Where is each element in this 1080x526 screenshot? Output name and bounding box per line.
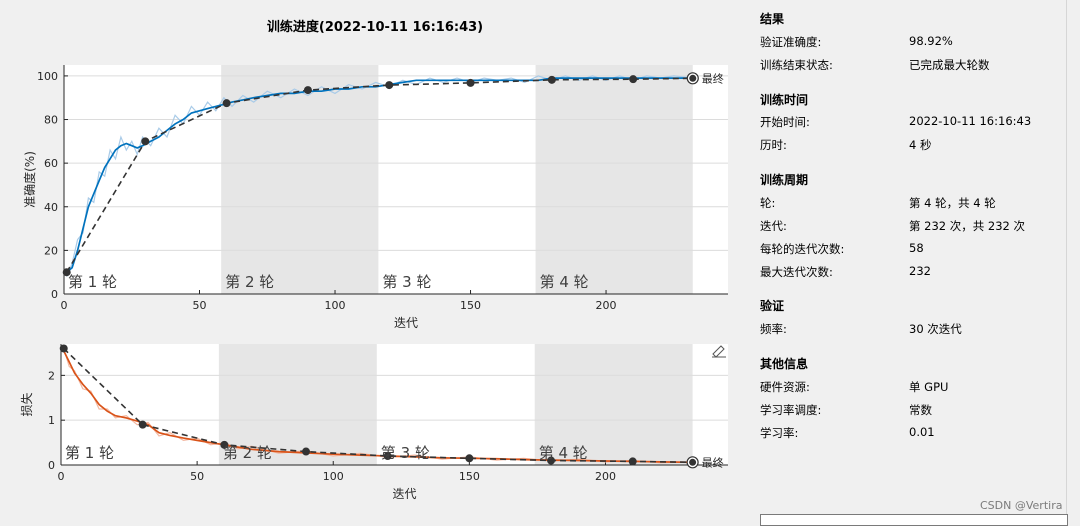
loss-x-tick-label: 0	[58, 470, 65, 483]
loss-validation-point	[138, 420, 147, 429]
hw-label: 硬件资源:	[760, 380, 810, 394]
max-iter-value: 232	[909, 264, 931, 278]
hw-value: 单 GPU	[909, 380, 949, 394]
loss-epoch-band	[218, 344, 377, 465]
lr-label: 学习率:	[760, 426, 799, 440]
acc-validation-point	[385, 81, 394, 90]
elapsed-label: 历时:	[760, 138, 787, 152]
loss-x-axis-label: 迭代	[392, 487, 416, 501]
loss-y-tick-label: 0	[48, 459, 55, 472]
acc-validation-point	[62, 268, 71, 277]
loss-validation-point	[220, 440, 229, 449]
charts-canvas: 0 50 100 150 200020406080100迭代准确度(%)最终第 1 轮第…	[19, 65, 728, 501]
loss-epoch-label: 第 1 轮	[65, 444, 114, 462]
start-label: 开始时间:	[760, 115, 810, 129]
lr-sched-label: 学习率调度:	[760, 403, 822, 417]
lr-sched-value: 常数	[909, 403, 932, 417]
acc-y-tick-label: 40	[44, 201, 58, 214]
acc-validation-point	[303, 86, 312, 95]
loss-y-axis-label: 损失	[19, 392, 34, 416]
max-iter-label: 最大迭代次数:	[760, 265, 833, 279]
acc-epoch-label: 第 2 轮	[225, 273, 274, 291]
freq-value: 30 次迭代	[909, 322, 962, 336]
bottom-panel	[760, 514, 1068, 526]
other-title: 其他信息	[760, 357, 809, 371]
accuracy-chart: 0 50 100 150 200 0 20 40 60 80 100 迭代 准确度(%) 最终第 1 轮 第…	[22, 65, 728, 330]
iter-label: 迭代:	[760, 219, 787, 233]
lr-value: 0.01	[909, 425, 935, 439]
acc-validation-point	[547, 75, 556, 84]
loss-validation-point	[547, 456, 556, 465]
acc-validation-point	[141, 137, 150, 146]
loss-validation-point	[302, 447, 311, 456]
results-title: 结果	[760, 12, 785, 26]
loss-epoch-label: 第 4 轮	[539, 444, 588, 462]
loss-epoch-band	[534, 344, 693, 465]
loss-x-tick-label: 50	[190, 470, 204, 483]
loss-epoch-label: 第 2 轮	[223, 444, 272, 462]
elapsed-value: 4 秒	[909, 138, 932, 152]
freq-label: 频率:	[760, 322, 787, 336]
acc-epoch-band	[535, 65, 693, 294]
loss-x-tick-label: 100	[323, 470, 344, 483]
val-acc-label: 验证准确度:	[760, 35, 822, 49]
acc-final-label: 最终	[702, 71, 724, 85]
loss-final-label: 最终	[702, 455, 724, 469]
loss-final-marker	[689, 458, 697, 466]
acc-y-tick-label: 100	[37, 70, 58, 83]
pen-icon[interactable]	[712, 345, 726, 358]
acc-epoch-label: 第 1 轮	[68, 273, 117, 291]
loss-validation-line	[63, 347, 693, 464]
loss-validation-point	[628, 457, 637, 466]
acc-validation-point	[466, 78, 475, 87]
acc-y-axis-label: 准确度(%)	[22, 151, 37, 208]
acc-x-axis-label: 迭代	[394, 316, 418, 330]
time-title: 训练时间	[760, 93, 809, 107]
info-panel: 结果 验证准确度: 98.92% 训练结束状态: 已完成最大轮数 训练时间 开始…	[745, 0, 1065, 520]
acc-epoch-band	[221, 65, 379, 294]
val-acc-value: 98.92%	[909, 34, 953, 48]
cycle-title: 训练周期	[760, 173, 809, 187]
per-epoch-label: 每轮的迭代次数:	[760, 242, 845, 256]
loss-y-tick-label: 2	[48, 369, 55, 382]
per-epoch-value: 58	[909, 241, 924, 255]
validation-title: 验证	[760, 299, 785, 313]
loss-y-tick-label: 1	[48, 414, 55, 427]
loss-x-tick-label: 150	[459, 470, 480, 483]
acc-validation-line	[66, 77, 693, 273]
loss-validation-point	[383, 452, 392, 461]
acc-x-tick-label: 0	[61, 299, 68, 312]
iter-value: 第 232 次，共 232 次	[909, 219, 1026, 233]
scrollbar[interactable]	[1066, 0, 1080, 520]
acc-x-tick-label: 150	[460, 299, 481, 312]
start-value: 2022-10-11 16:16:43	[909, 114, 1032, 128]
chart-title: 训练进度(2022-10-11 16:16:43)	[266, 20, 484, 35]
acc-final-marker	[689, 74, 697, 82]
acc-validation-point	[222, 99, 231, 108]
acc-y-tick-label: 60	[44, 157, 58, 170]
loss-x-tick-label: 200	[595, 470, 616, 483]
acc-x-tick-label: 100	[325, 299, 346, 312]
epoch-value: 第 4 轮，共 4 轮	[909, 196, 996, 210]
status-label: 训练结束状态:	[760, 58, 833, 72]
loss-validation-point	[465, 454, 474, 463]
acc-x-tick-label: 200	[596, 299, 617, 312]
status-value: 已完成最大轮数	[909, 58, 990, 72]
acc-y-tick-label: 20	[44, 244, 58, 257]
watermark: CSDN @Vertira	[980, 499, 1063, 512]
acc-epoch-label: 第 4 轮	[540, 273, 589, 291]
loss-epoch-label: 第 3 轮	[381, 444, 430, 462]
acc-y-tick-label: 0	[51, 288, 58, 301]
acc-x-tick-label: 50	[193, 299, 207, 312]
acc-epoch-label: 第 3 轮	[382, 273, 431, 291]
acc-validation-point	[629, 75, 638, 84]
epoch-label: 轮:	[760, 196, 776, 210]
acc-y-tick-label: 80	[44, 114, 58, 127]
loss-validation-point	[59, 344, 68, 353]
